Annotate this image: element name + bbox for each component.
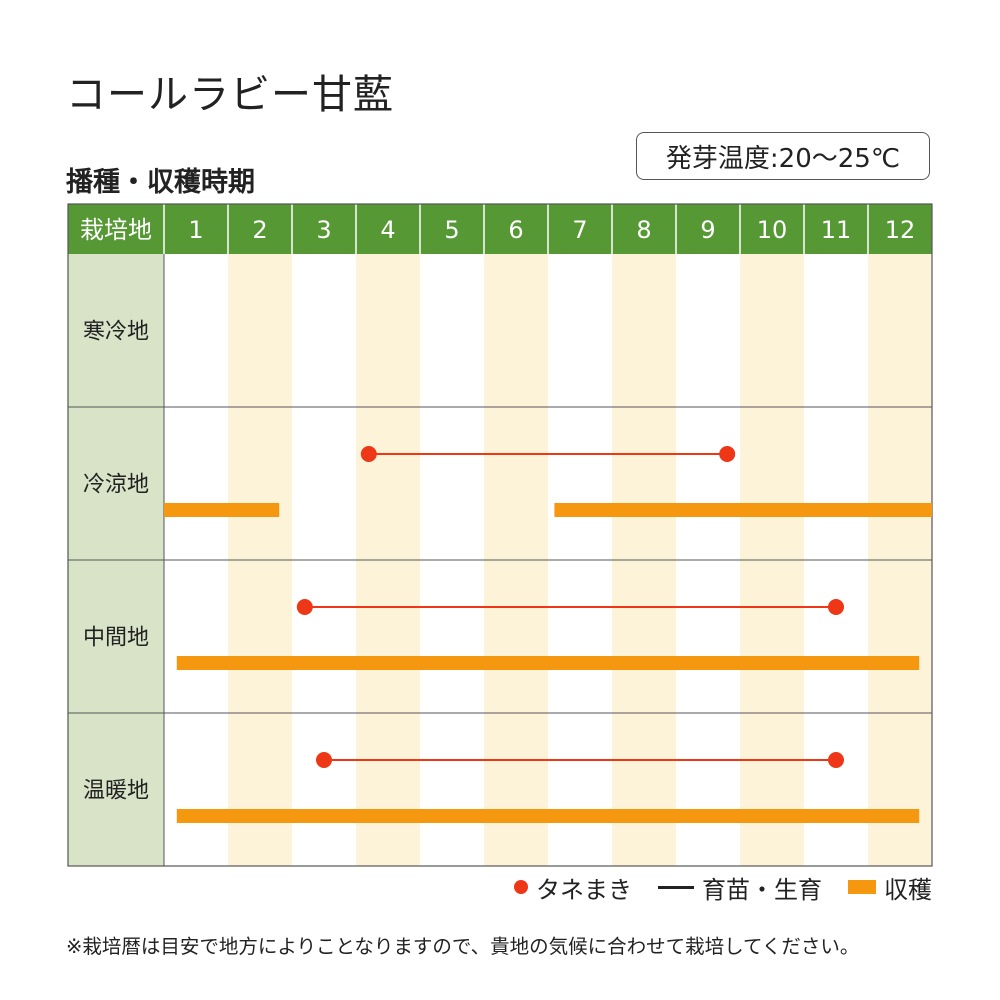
- month-label-5: 5: [444, 216, 459, 244]
- sowing-start-dot-3-1: [296, 599, 313, 615]
- legend-item-sowing: タネまき: [514, 870, 632, 905]
- month-label-11: 11: [821, 216, 852, 244]
- month-label-10: 10: [757, 216, 788, 244]
- sowing-end-dot-3-1: [828, 599, 844, 615]
- month-label-2: 2: [252, 216, 267, 244]
- month-label-6: 6: [508, 216, 523, 244]
- growing-line-icon: [658, 885, 694, 889]
- germination-temp-label: 発芽温度:20〜25℃: [665, 143, 901, 174]
- sowing-start-dot-2-1: [360, 446, 377, 462]
- chart-legend: タネまき 育苗・生育 収穫: [514, 870, 932, 905]
- harvest-bar-4-1: [176, 809, 920, 823]
- sowing-end-dot-4-1: [828, 752, 844, 768]
- month-label-9: 9: [700, 216, 715, 244]
- region-label-4: 温暖地: [83, 779, 149, 804]
- month-label-8: 8: [636, 216, 651, 244]
- harvest-bar-3-1: [176, 656, 920, 670]
- header-row-bg: [68, 204, 932, 254]
- harvest-bar-2-2: [554, 503, 932, 517]
- month-label-4: 4: [380, 216, 395, 244]
- harvest-bar-2-1: [164, 503, 280, 517]
- month-label-12: 12: [885, 216, 916, 244]
- legend-item-growing: 育苗・生育: [658, 870, 822, 905]
- legend-item-harvest: 収穫: [848, 870, 932, 905]
- month-label-1: 1: [188, 216, 203, 244]
- sowing-start-dot-4-1: [316, 752, 332, 768]
- region-label-2: 冷涼地: [83, 473, 149, 498]
- region-label-3: 中間地: [83, 626, 149, 651]
- sowing-dot-icon: [514, 880, 528, 894]
- month-label-7: 7: [572, 216, 587, 244]
- legend-label-harvest: 収穫: [884, 875, 932, 904]
- chart-outer-border: [67, 203, 933, 867]
- region-label-1: 寒冷地: [83, 320, 149, 345]
- month-label-3: 3: [316, 216, 331, 244]
- sowing-end-dot-2-1: [719, 446, 736, 462]
- page-title: コールラビー甘藍: [66, 72, 394, 118]
- legend-label-sowing: タネまき: [536, 875, 632, 904]
- harvest-bar-icon: [848, 880, 876, 894]
- footnote: ※栽培暦は目安で地方によりことなりますので、貴地の気候に合わせて栽培してください…: [66, 935, 860, 958]
- chart-subtitle: 播種・収穫時期: [66, 167, 255, 198]
- germination-temp-box: 発芽温度:20〜25℃: [636, 132, 930, 180]
- header-label: 栽培地: [80, 216, 152, 244]
- legend-label-growing: 育苗・生育: [702, 875, 822, 904]
